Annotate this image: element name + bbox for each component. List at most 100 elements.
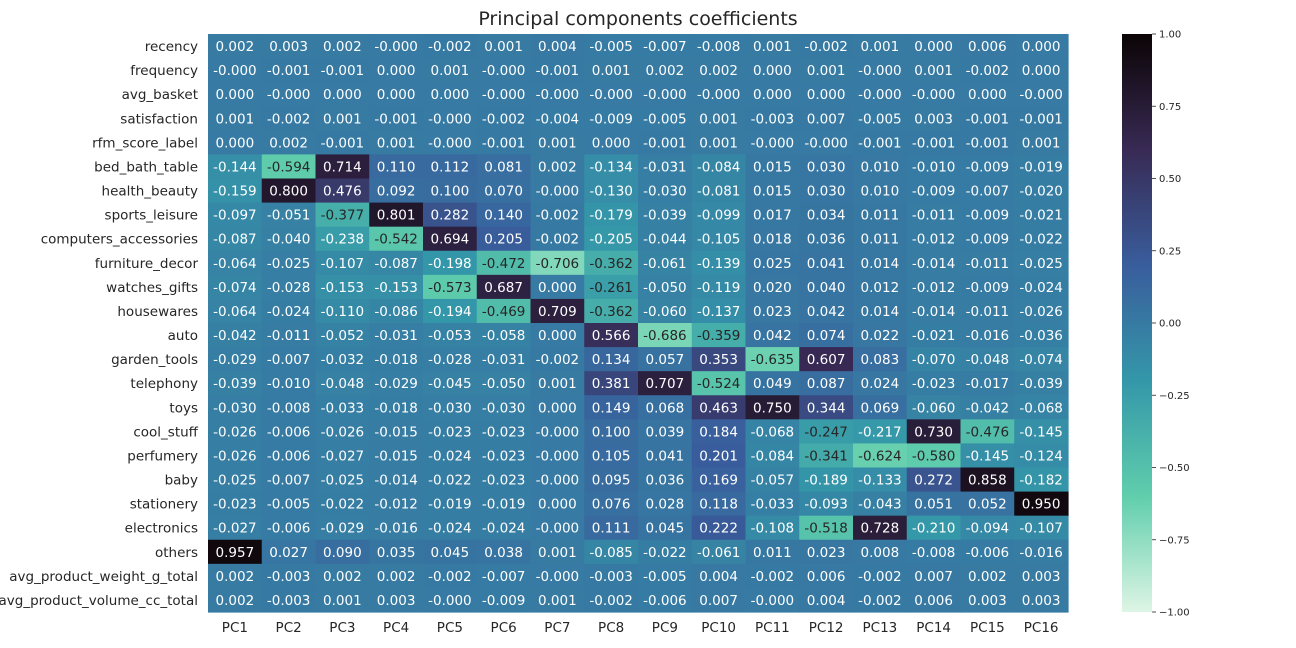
cell-value-label: 0.003 [1022, 569, 1061, 585]
cell-value-label: -0.024 [428, 521, 472, 537]
heatmap-cell [745, 419, 800, 445]
cell-value-label: -0.064 [213, 304, 257, 320]
heatmap-cell [369, 395, 424, 420]
cell-value-label: -0.137 [697, 304, 741, 320]
heatmap-cell [853, 563, 908, 589]
heatmap-cell [691, 587, 747, 613]
heatmap-cell [691, 298, 747, 324]
cell-value-label: -0.087 [374, 256, 418, 272]
y-tick-label: others [155, 545, 198, 561]
cell-value-label: 0.011 [861, 208, 900, 224]
heatmap-cell [530, 202, 585, 228]
heatmap-cell [423, 58, 478, 83]
heatmap-cell [691, 202, 747, 228]
cell-value-label: 0.381 [592, 376, 631, 392]
heatmap-cell [799, 515, 854, 541]
colorbar-tick-label: 0.75 [1159, 102, 1181, 113]
heatmap-cell [745, 106, 800, 131]
cell-value-label: -0.064 [213, 256, 257, 272]
heatmap-cell [638, 419, 693, 445]
cell-value-label: 0.008 [861, 545, 900, 561]
heatmap-cell [745, 323, 800, 348]
heatmap-cell [369, 202, 424, 228]
heatmap-cell [423, 491, 478, 517]
cell-value-label: 0.001 [538, 376, 577, 392]
heatmap-cell [691, 563, 747, 589]
cell-value-label: -0.000 [374, 39, 418, 55]
cell-value-label: -0.002 [536, 232, 580, 248]
heatmap-cell [1014, 130, 1069, 156]
heatmap-cell [208, 250, 263, 276]
heatmap-cell [369, 106, 424, 131]
cell-value-label: -0.001 [643, 135, 687, 151]
cell-value-label: -0.006 [643, 593, 687, 609]
cell-value-label: 0.007 [699, 593, 738, 609]
heatmap-cell [584, 443, 639, 469]
heatmap-cell [584, 563, 639, 589]
heatmap-cell [853, 34, 908, 59]
heatmap-cell [638, 323, 693, 348]
heatmap-cell [960, 587, 1015, 613]
heatmap-cell [423, 106, 478, 131]
cell-value-label: -0.001 [374, 111, 418, 127]
heatmap-cell [530, 274, 585, 300]
cell-value-label: -0.022 [1019, 232, 1063, 248]
heatmap-cell [369, 323, 424, 348]
heatmap-cell [960, 515, 1015, 541]
cell-value-label: 0.011 [753, 545, 792, 561]
heatmap-cell [476, 58, 532, 83]
heatmap-cell [369, 82, 424, 107]
heatmap-cell [476, 443, 532, 469]
cell-value-label: -0.110 [321, 304, 365, 320]
heatmap-cell [638, 298, 693, 324]
cell-value-label: -0.030 [482, 400, 526, 416]
cell-value-label: -0.097 [213, 208, 257, 224]
cell-value-label: -0.000 [267, 87, 311, 103]
cell-value-label: 0.000 [538, 400, 577, 416]
heatmap-cell [1014, 58, 1069, 83]
heatmap-cell [638, 467, 693, 493]
heatmap-cell [960, 106, 1015, 131]
cell-value-label: -0.011 [912, 208, 956, 224]
heatmap-cell [691, 178, 747, 204]
heatmap-cell [584, 587, 639, 613]
heatmap-cell [208, 443, 263, 469]
cell-value-label: -0.179 [589, 208, 633, 224]
cell-value-label: 0.001 [538, 593, 577, 609]
cell-value-label: 0.006 [807, 569, 846, 585]
cell-value-label: -0.000 [536, 569, 580, 585]
cell-value-label: 0.707 [646, 376, 685, 392]
heatmap-cell [584, 539, 639, 565]
cell-value-label: 0.025 [753, 256, 792, 272]
heatmap-cell [530, 154, 585, 180]
heatmap-cell [745, 154, 800, 180]
heatmap-cell [369, 178, 424, 204]
heatmap-cell [799, 202, 854, 228]
heatmap-cell [423, 298, 478, 324]
heatmap-cell [691, 34, 747, 59]
heatmap-cell [853, 226, 908, 252]
heatmap-cell [960, 58, 1015, 83]
cell-value-label: 0.001 [538, 135, 577, 151]
heatmap-cell [315, 298, 370, 324]
heatmap-cell [1014, 34, 1069, 59]
chart-title: Principal components coefficients [478, 8, 798, 30]
cell-value-label: -0.009 [912, 184, 956, 200]
heatmap-cell [1014, 106, 1069, 131]
y-tick-label: sports_leisure [105, 208, 198, 224]
cell-value-label: -0.074 [1019, 352, 1063, 368]
y-tick-label: telephony [130, 376, 198, 392]
cell-value-label: 0.000 [216, 87, 255, 103]
heatmap-cell [638, 443, 693, 469]
heatmap-cell [906, 491, 962, 517]
cell-value-label: -0.001 [321, 63, 365, 79]
cell-value-label: 0.687 [484, 280, 523, 296]
cell-value-label: -0.023 [213, 497, 257, 513]
heatmap-cell [476, 491, 532, 517]
cell-value-label: 0.095 [592, 473, 631, 489]
cell-value-label: 0.140 [484, 208, 523, 224]
heatmap-cell [745, 82, 800, 107]
cell-value-label: 0.205 [484, 232, 523, 248]
heatmap-cell [799, 34, 854, 59]
heatmap-cell [423, 226, 478, 252]
